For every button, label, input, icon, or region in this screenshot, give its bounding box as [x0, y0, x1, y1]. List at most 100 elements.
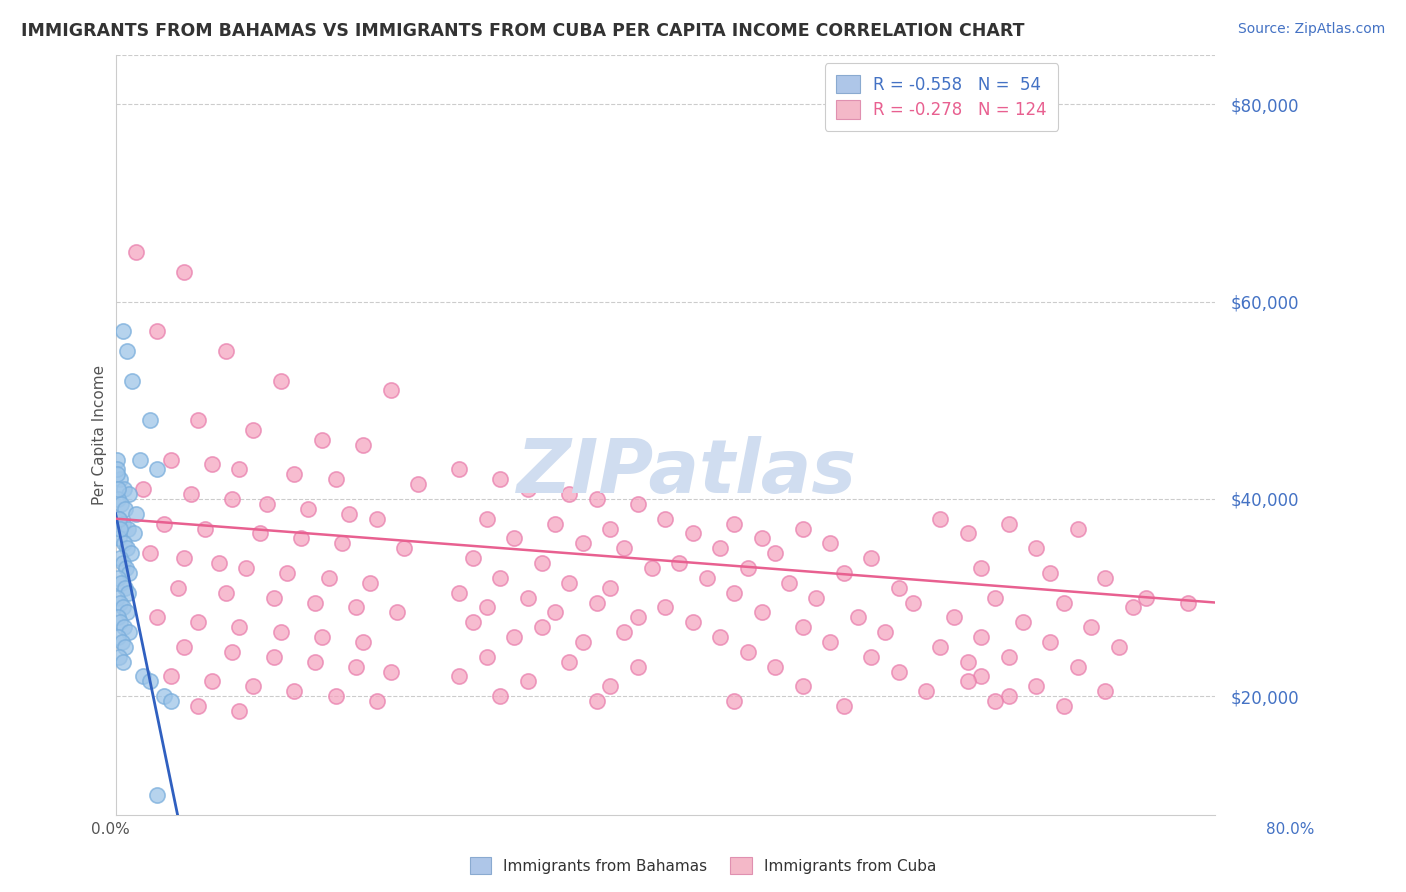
Point — [105, 591, 128, 605]
Point — [860, 551, 883, 566]
Point — [263, 649, 285, 664]
Y-axis label: Per Capita Income: Per Capita Income — [93, 365, 107, 505]
Point — [152, 690, 174, 704]
Point — [166, 581, 188, 595]
Point — [544, 516, 567, 531]
Point — [173, 551, 195, 566]
Point — [599, 679, 621, 693]
Point — [832, 699, 855, 714]
Point — [242, 423, 264, 437]
Point — [723, 694, 745, 708]
Point — [970, 561, 993, 575]
Point — [489, 690, 512, 704]
Point — [832, 566, 855, 580]
Point — [984, 591, 1007, 605]
Point — [751, 532, 773, 546]
Point — [956, 655, 979, 669]
Point — [108, 472, 131, 486]
Point — [359, 575, 381, 590]
Point — [139, 413, 162, 427]
Point — [887, 665, 910, 679]
Point — [970, 669, 993, 683]
Point — [901, 595, 924, 609]
Point — [114, 640, 136, 654]
Point — [489, 472, 512, 486]
Point — [228, 620, 250, 634]
Point — [270, 374, 292, 388]
Point — [105, 452, 128, 467]
Point — [942, 610, 965, 624]
Point — [304, 595, 326, 609]
Point — [709, 541, 731, 556]
Point — [108, 522, 131, 536]
Point — [110, 497, 132, 511]
Point — [107, 630, 129, 644]
Point — [929, 511, 952, 525]
Point — [585, 595, 607, 609]
Point — [270, 625, 292, 640]
Point — [627, 659, 650, 673]
Point — [544, 606, 567, 620]
Point — [107, 482, 129, 496]
Point — [1053, 699, 1076, 714]
Point — [114, 581, 136, 595]
Point — [263, 591, 285, 605]
Point — [107, 610, 129, 624]
Point — [194, 522, 217, 536]
Point — [572, 635, 595, 649]
Point — [228, 462, 250, 476]
Point — [112, 482, 135, 496]
Point — [516, 674, 538, 689]
Point — [146, 324, 169, 338]
Point — [516, 482, 538, 496]
Text: Source: ZipAtlas.com: Source: ZipAtlas.com — [1237, 22, 1385, 37]
Point — [860, 649, 883, 664]
Point — [112, 620, 135, 634]
Legend: Immigrants from Bahamas, Immigrants from Cuba: Immigrants from Bahamas, Immigrants from… — [464, 851, 942, 880]
Point — [461, 615, 484, 630]
Point — [558, 575, 581, 590]
Point — [1135, 591, 1157, 605]
Point — [792, 679, 814, 693]
Point — [221, 491, 243, 506]
Point — [723, 585, 745, 599]
Point — [132, 482, 155, 496]
Point — [325, 472, 347, 486]
Point — [125, 507, 148, 521]
Point — [1094, 571, 1116, 585]
Text: ZIPatlas: ZIPatlas — [517, 436, 858, 509]
Point — [214, 585, 236, 599]
Point — [627, 610, 650, 624]
Point — [108, 532, 131, 546]
Point — [394, 541, 416, 556]
Point — [1053, 595, 1076, 609]
Point — [585, 694, 607, 708]
Point — [201, 674, 224, 689]
Point — [627, 497, 650, 511]
Point — [120, 546, 142, 560]
Point — [1108, 640, 1130, 654]
Point — [107, 571, 129, 585]
Point — [117, 522, 139, 536]
Point — [110, 615, 132, 630]
Point — [792, 522, 814, 536]
Point — [737, 645, 759, 659]
Point — [159, 452, 181, 467]
Point — [146, 462, 169, 476]
Point — [956, 526, 979, 541]
Point — [654, 511, 676, 525]
Point — [1122, 600, 1144, 615]
Point — [613, 541, 636, 556]
Point — [118, 625, 141, 640]
Point — [475, 600, 498, 615]
Point — [846, 610, 869, 624]
Point — [111, 635, 134, 649]
Point — [290, 532, 312, 546]
Point — [344, 659, 367, 673]
Point — [530, 556, 553, 570]
Point — [737, 561, 759, 575]
Point — [159, 694, 181, 708]
Point — [406, 477, 429, 491]
Point — [311, 433, 333, 447]
Point — [214, 344, 236, 359]
